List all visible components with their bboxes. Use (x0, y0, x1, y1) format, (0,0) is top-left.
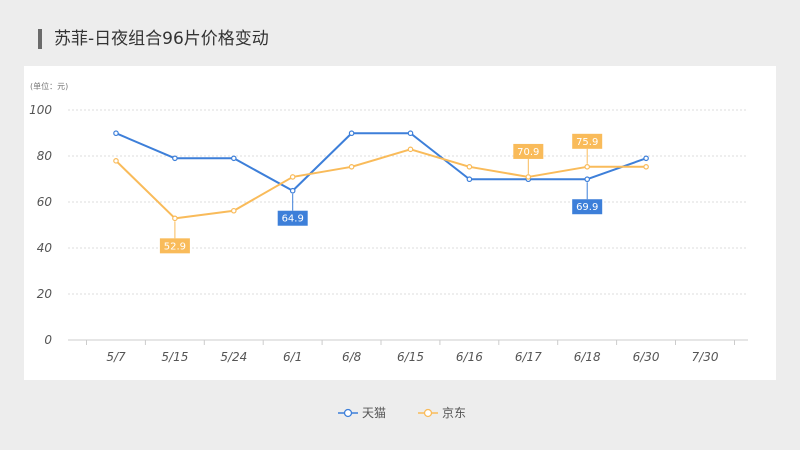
data-point (348, 164, 355, 170)
x-tick-label: 5/15 (161, 350, 188, 364)
annotation-box (513, 143, 544, 159)
series-line-tmall (115, 132, 647, 192)
data-point (643, 155, 649, 162)
annotation-box (572, 133, 603, 149)
x-tick-label: 6/1 (283, 350, 302, 364)
x-tick-label: 6/30 (633, 350, 660, 364)
data-point (407, 130, 414, 137)
x-tick-label: 6/16 (456, 350, 483, 364)
x-tick-label: 7/30 (692, 350, 719, 364)
data-point (466, 176, 473, 183)
title-accent-bar (38, 29, 42, 49)
y-tick-label: 60 (37, 195, 53, 209)
x-tick-label: 5/24 (220, 350, 247, 364)
annotation-box (572, 199, 603, 215)
y-tick-label: 80 (37, 149, 53, 163)
data-point (466, 164, 473, 170)
series-line-jd (115, 148, 647, 220)
data-point (172, 215, 178, 222)
data-point (584, 176, 591, 183)
annotation-box (277, 210, 308, 226)
legend-swatch-marker (423, 408, 433, 418)
x-tick-label: 6/17 (515, 350, 542, 364)
annotation-box (159, 238, 190, 254)
x-tick-label: 6/8 (342, 350, 362, 364)
unit-label: (单位：元) (30, 81, 68, 91)
data-point (113, 158, 119, 164)
legend-layer: 天猫 京东 (338, 406, 466, 420)
chart-title: 苏菲-日夜组合96片价格变动 (54, 29, 269, 49)
data-point (113, 130, 119, 137)
data-point (584, 164, 591, 170)
annotation-label: 75.9 (576, 137, 598, 148)
data-point (525, 174, 532, 180)
chart-panel (24, 66, 776, 380)
data-point (289, 174, 296, 180)
annotation-layer: 64.9 69.9 52.9 70.9 75.9 (159, 133, 603, 254)
x-tick-label: 6/18 (574, 350, 601, 364)
data-point (348, 130, 355, 137)
x-tick-label: 5/7 (106, 350, 126, 364)
data-point (231, 207, 237, 214)
annotation-label: 52.9 (164, 241, 186, 252)
data-point (407, 146, 414, 153)
series-layer (113, 130, 649, 222)
data-point (231, 155, 237, 162)
axis-layer: (单位：元) 0 20 40 60 80 100 5/7 5/15 5/24 6/1 6/8 6/15 6… (29, 81, 748, 364)
x-tick-label: 6/15 (397, 350, 424, 364)
grid-layer (68, 109, 748, 295)
legend-label: 天猫 (362, 406, 386, 420)
y-tick-label: 40 (37, 241, 53, 255)
data-point (172, 155, 178, 162)
data-point (643, 164, 649, 170)
y-tick-label: 0 (44, 333, 52, 347)
legend-swatch-marker (343, 408, 353, 418)
annotation-label: 69.9 (576, 202, 598, 213)
y-tick-label: 100 (29, 103, 52, 117)
annotation-label: 70.9 (517, 147, 539, 158)
y-tick-label: 20 (37, 287, 53, 301)
data-point (289, 187, 296, 194)
annotation-label: 64.9 (282, 214, 304, 225)
legend-label: 京东 (442, 406, 466, 420)
